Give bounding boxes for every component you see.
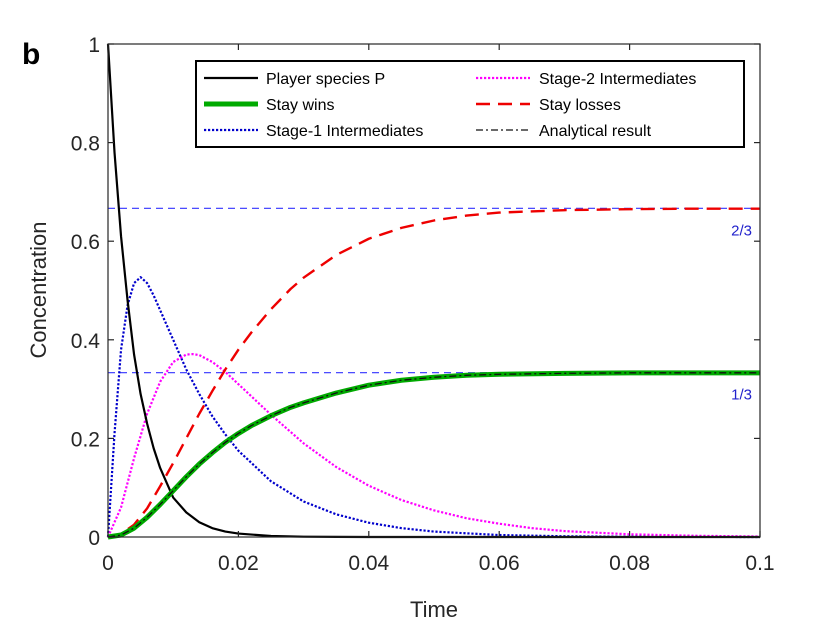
plot-area-frame (107, 43, 761, 538)
y-tick-label: 0.6 (71, 231, 100, 254)
x-tick-label: 0.02 (218, 552, 259, 575)
legend-box (195, 60, 745, 148)
y-tick-label: 0.8 (71, 133, 100, 156)
series-line-stage-1-intermediates (106, 276, 761, 539)
x-tick-label: 0.04 (348, 552, 389, 575)
reference-label-1-3: 1/3 (731, 387, 752, 404)
y-tick-label: 0.2 (71, 428, 100, 451)
series-layer (106, 43, 761, 540)
axis-ticks: 0 0.02 0.04 0.06 0.08 0.1 0 0.2 0.4 0.6 0.8 1 (71, 34, 775, 575)
y-tick-label: 0 (88, 527, 100, 550)
x-tick-label: 0.06 (479, 552, 520, 575)
legend-label-stay-losses: Stay losses (539, 97, 621, 114)
x-tick-label: 0 (102, 552, 114, 575)
y-axis-label: Concentration (26, 222, 51, 359)
legend: Player species P Stay wins Stage-1 Interme… (195, 60, 745, 148)
legend-label-stage-2-intermediates: Stage-2 Intermediates (539, 71, 696, 88)
legend-label-analytical-result: Analytical result (539, 123, 652, 140)
panel-label: b (22, 38, 40, 71)
x-tick-label: 0.1 (745, 552, 774, 575)
x-axis-label: Time (410, 597, 458, 622)
series-line-stage-2-intermediates (106, 353, 761, 538)
legend-label-player-species-p: Player species P (266, 71, 385, 88)
y-tick-label: 1 (88, 34, 100, 57)
series-line-stay-losses (107, 207, 760, 539)
y-tick-label: 0.4 (71, 330, 101, 353)
x-tick-label: 0.08 (609, 552, 650, 575)
series-line-stay-wins (107, 370, 760, 540)
legend-label-stay-wins: Stay wins (266, 97, 334, 114)
reference-label-2-3: 2/3 (731, 222, 752, 239)
legend-label-stage-1-intermediates: Stage-1 Intermediates (266, 123, 423, 140)
series-line-analytical-result (107, 372, 760, 538)
